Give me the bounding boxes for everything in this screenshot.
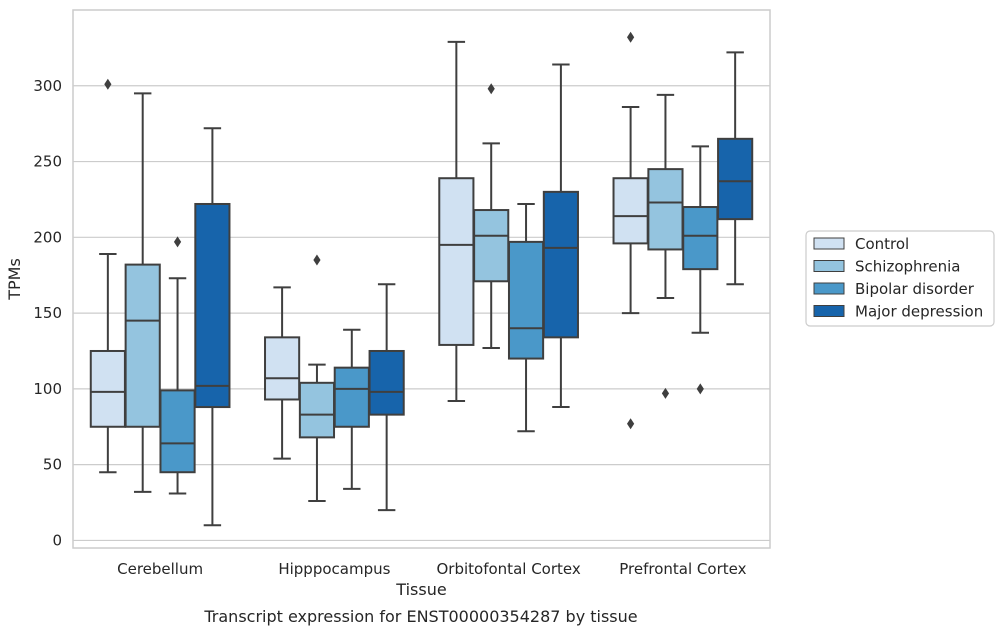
legend: Control Schizophrenia Bipolar disorder Majo… [805, 230, 995, 327]
box [264, 286, 301, 460]
box-body [333, 366, 370, 428]
y-tick-label: 150 [33, 304, 62, 322]
legend-label: Control [855, 235, 909, 253]
outlier-point [173, 236, 182, 248]
box [682, 145, 719, 395]
series-major-depression [194, 51, 754, 527]
legend-swatch [813, 237, 845, 250]
x-tick-label: Hipppocampus [278, 560, 390, 578]
legend-item: Schizophrenia [813, 258, 960, 276]
series-bipolar-disorder [159, 145, 719, 495]
chart-caption: Transcript expression for ENST0000035428… [203, 607, 637, 626]
box [438, 40, 475, 402]
y-tick-label: 200 [33, 228, 62, 246]
box-body [298, 381, 336, 439]
box [159, 236, 196, 495]
y-tick-label: 300 [33, 77, 62, 95]
x-tick-label: Prefrontal Cortex [619, 560, 746, 578]
y-tick-label: 50 [43, 456, 62, 474]
box-body [612, 177, 649, 245]
box [89, 78, 126, 474]
y-tick-label: 0 [52, 531, 62, 549]
series-control [89, 31, 649, 474]
legend-swatch [813, 260, 845, 272]
legend-label: Schizophrenia [855, 258, 960, 276]
box-body [89, 349, 126, 428]
box-body [438, 177, 475, 346]
series-schizophrenia [124, 83, 684, 503]
legend-item: Control [813, 235, 909, 253]
plot-frame [72, 9, 771, 549]
box-body [368, 349, 405, 416]
box-body [159, 389, 196, 474]
legend-item: Major depression [813, 303, 983, 321]
box [612, 31, 649, 430]
box-body [124, 263, 161, 428]
y-tick-label: 100 [33, 380, 62, 398]
x-axis-label: Tissue [395, 580, 446, 599]
box [368, 283, 405, 512]
y-tick-labels: 0 50 100 150 200 250 300 [33, 77, 62, 550]
box [124, 92, 161, 493]
y-tick-label: 250 [33, 153, 62, 171]
outlier-point [487, 83, 495, 95]
box-body [473, 209, 510, 283]
box-body [507, 240, 545, 360]
legend-swatch [813, 282, 845, 295]
box-body [647, 168, 684, 251]
box [473, 83, 510, 349]
outlier-point [627, 31, 635, 43]
legend-item: Bipolar disorder [813, 280, 975, 298]
box [542, 63, 579, 409]
x-tick-label: Cerebellum [117, 560, 203, 578]
outlier-point [627, 418, 635, 430]
box [333, 328, 370, 490]
box-body [542, 190, 579, 339]
legend-frame [805, 230, 995, 327]
legend-label: Bipolar disorder [855, 280, 975, 298]
box [507, 202, 545, 433]
legend-label: Major depression [855, 303, 983, 321]
outlier-point [313, 254, 321, 266]
y-axis-label: TPMs [5, 258, 24, 301]
box-body [194, 202, 231, 409]
box-series [89, 31, 754, 527]
x-tick-labels: Cerebellum Hipppocampus Orbitofontal Corte… [117, 560, 746, 578]
box-body [717, 137, 754, 221]
box-body [682, 206, 719, 271]
x-tick-label: Orbitofontal Cortex [437, 560, 581, 578]
box [647, 93, 684, 399]
legend-swatch [813, 305, 845, 317]
outlier-point [661, 387, 670, 399]
outlier-point [696, 383, 704, 395]
box [194, 127, 231, 527]
box-body [264, 336, 301, 401]
outlier-point [104, 78, 112, 90]
box [717, 51, 754, 286]
